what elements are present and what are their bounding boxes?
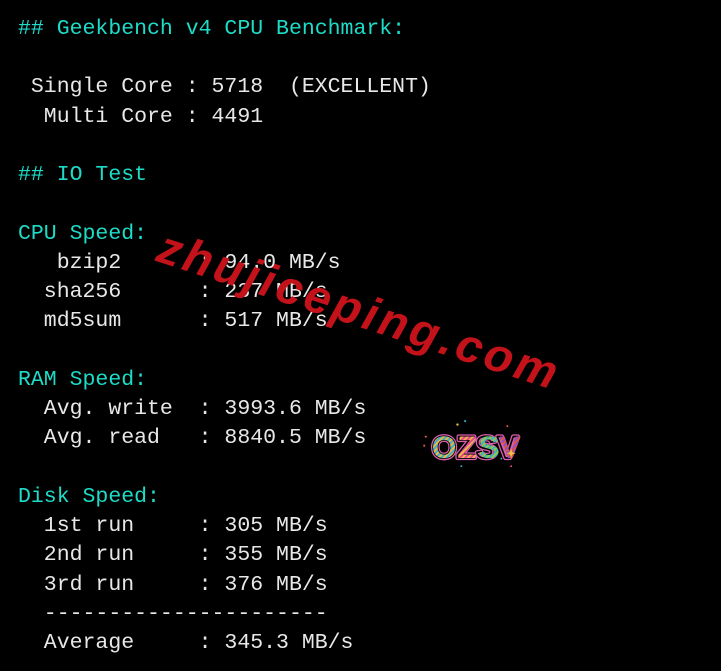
svg-text:O: O xyxy=(432,428,457,464)
svg-text:V: V xyxy=(500,428,521,464)
svg-text:OZSV: OZSV xyxy=(432,428,518,464)
svg-text:S: S xyxy=(479,428,500,464)
svg-text:Z: Z xyxy=(457,428,476,464)
svg-text:OZSV: OZSV xyxy=(432,428,518,464)
svg-text:OZSV: OZSV xyxy=(432,428,518,464)
